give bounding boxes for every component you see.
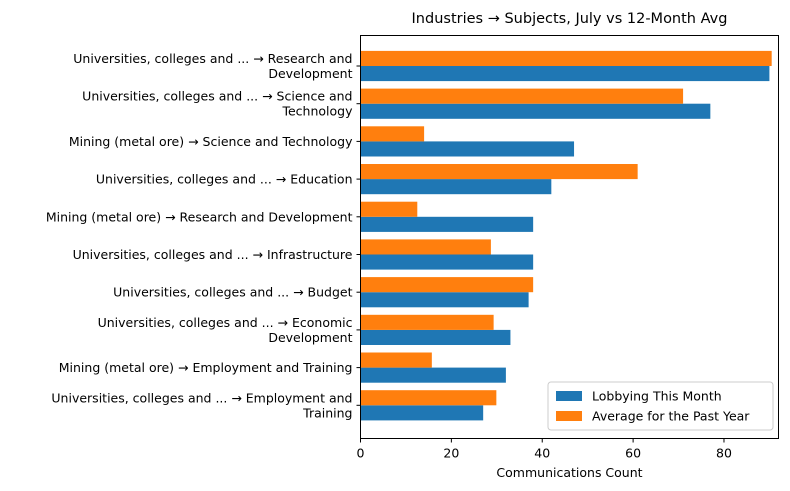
category-label-1-line-1: Universities, colleges and ... → Science… bbox=[82, 89, 352, 104]
legend-swatch-0 bbox=[556, 391, 582, 401]
category-label-0-line-1: Universities, colleges and ... → Researc… bbox=[73, 51, 352, 66]
legend-box bbox=[547, 381, 774, 431]
bar-past-year-avg-3 bbox=[360, 164, 638, 180]
x-tick-label-4: 80 bbox=[716, 446, 732, 461]
bar-past-year-avg-4 bbox=[360, 201, 418, 217]
legend-label-1: Average for the Past Year bbox=[592, 409, 750, 424]
category-label-2: Mining (metal ore) → Science and Technol… bbox=[69, 134, 353, 149]
category-label-3: Universities, colleges and ... → Educati… bbox=[96, 172, 353, 187]
category-label-9-line-2: Training bbox=[302, 405, 352, 420]
bar-past-year-avg-7 bbox=[360, 314, 494, 330]
category-label-8: Mining (metal ore) → Employment and Trai… bbox=[59, 360, 353, 375]
bar-past-year-avg-0 bbox=[360, 50, 772, 66]
category-label-6: Universities, colleges and ... → Budget bbox=[113, 285, 352, 300]
bar-past-year-avg-6 bbox=[360, 277, 534, 293]
bar-this-month-3 bbox=[360, 179, 552, 195]
bar-past-year-avg-2 bbox=[360, 126, 425, 142]
bar-past-year-avg-8 bbox=[360, 352, 432, 368]
bar-this-month-4 bbox=[360, 216, 534, 232]
bar-this-month-8 bbox=[360, 367, 506, 383]
category-label-7-line-1: Universities, colleges and ... → Economi… bbox=[98, 315, 353, 330]
plot-frame bbox=[360, 35, 779, 439]
bar-this-month-7 bbox=[360, 329, 511, 345]
x-tick-label-2: 40 bbox=[534, 446, 550, 461]
bar-this-month-6 bbox=[360, 292, 529, 308]
category-label-4: Mining (metal ore) → Research and Develo… bbox=[46, 209, 353, 224]
x-tick-label-1: 20 bbox=[443, 446, 459, 461]
bar-past-year-avg-5 bbox=[360, 239, 491, 255]
x-axis-label: Communications Count bbox=[496, 465, 642, 480]
bar-past-year-avg-9 bbox=[360, 390, 497, 406]
category-label-0-line-2: Development bbox=[268, 66, 352, 81]
legend-label-0: Lobbying This Month bbox=[592, 389, 722, 404]
x-tick-label-3: 60 bbox=[625, 446, 641, 461]
bar-this-month-2 bbox=[360, 141, 575, 157]
bar-this-month-1 bbox=[360, 103, 711, 119]
chart-title: Industries → Subjects, July vs 12-Month … bbox=[412, 11, 728, 27]
category-label-1-line-2: Technology bbox=[281, 104, 353, 119]
legend-swatch-1 bbox=[556, 411, 582, 421]
bar-this-month-9 bbox=[360, 405, 484, 421]
bar-past-year-avg-1 bbox=[360, 88, 684, 104]
category-label-9-line-1: Universities, colleges and ... → Employm… bbox=[51, 390, 352, 405]
bar-this-month-0 bbox=[360, 66, 770, 82]
x-tick-label-0: 0 bbox=[357, 446, 365, 461]
bar-this-month-5 bbox=[360, 254, 534, 270]
plot-area: Universities, colleges and ... → Researc… bbox=[46, 50, 772, 461]
category-label-5: Universities, colleges and ... → Infrast… bbox=[73, 247, 353, 262]
legend: Lobbying This Month Average for the Past … bbox=[547, 381, 774, 431]
category-label-7-line-2: Development bbox=[268, 330, 352, 345]
